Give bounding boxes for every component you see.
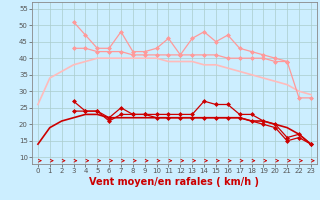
X-axis label: Vent moyen/en rafales ( km/h ): Vent moyen/en rafales ( km/h ): [89, 177, 260, 187]
